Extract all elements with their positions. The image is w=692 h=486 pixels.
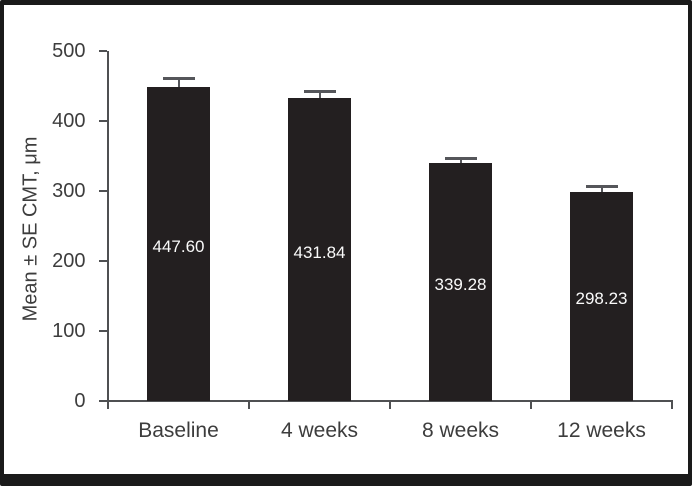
- x-axis-category-label: Baseline: [138, 419, 219, 442]
- bar-value-label: 447.60: [152, 237, 205, 257]
- error-bar-cap: [585, 185, 618, 188]
- x-axis-category-label: 8 weeks: [421, 419, 500, 442]
- y-axis-line: [106, 50, 109, 403]
- error-bar-stem: [177, 78, 180, 88]
- bar: [429, 163, 492, 401]
- y-axis-tick-label: 500: [52, 39, 86, 62]
- error-bar-stem: [600, 186, 603, 192]
- y-axis-tick-label: 300: [52, 179, 86, 202]
- x-axis-tick: [248, 401, 250, 409]
- x-axis-category-label: 12 weeks: [557, 419, 646, 442]
- x-axis-tick: [107, 401, 109, 409]
- y-axis-tick: [98, 259, 107, 262]
- y-axis-tick: [98, 189, 107, 192]
- bar-value-label: 339.28: [434, 275, 487, 295]
- error-bar-cap: [303, 90, 336, 93]
- error-bar-stem: [318, 91, 321, 99]
- x-axis-category-label: 4 weeks: [280, 419, 359, 442]
- x-axis-line: [98, 400, 673, 402]
- x-axis-tick: [671, 401, 673, 409]
- y-axis-tick-label: 0: [74, 390, 86, 412]
- bar: [288, 98, 351, 401]
- y-axis-title: Mean ± SE CMT, μm: [19, 136, 42, 322]
- y-axis-tick-label: 100: [52, 319, 86, 342]
- bar: [570, 191, 633, 401]
- bar: [147, 87, 210, 401]
- y-axis-tick: [98, 400, 107, 402]
- y-axis-tick: [98, 119, 107, 122]
- error-bar-cap: [162, 77, 195, 80]
- y-axis-tick: [98, 49, 107, 52]
- error-bar-stem: [459, 158, 462, 164]
- bar-value-label: 298.23: [575, 289, 628, 309]
- y-axis-tick: [98, 329, 107, 332]
- y-axis-tick-label: 200: [52, 249, 86, 272]
- x-axis-tick: [530, 401, 532, 409]
- y-axis-tick-label: 400: [52, 109, 86, 132]
- x-axis-tick: [389, 401, 391, 409]
- error-bar-cap: [444, 157, 477, 160]
- bar-value-label: 431.84: [293, 242, 346, 262]
